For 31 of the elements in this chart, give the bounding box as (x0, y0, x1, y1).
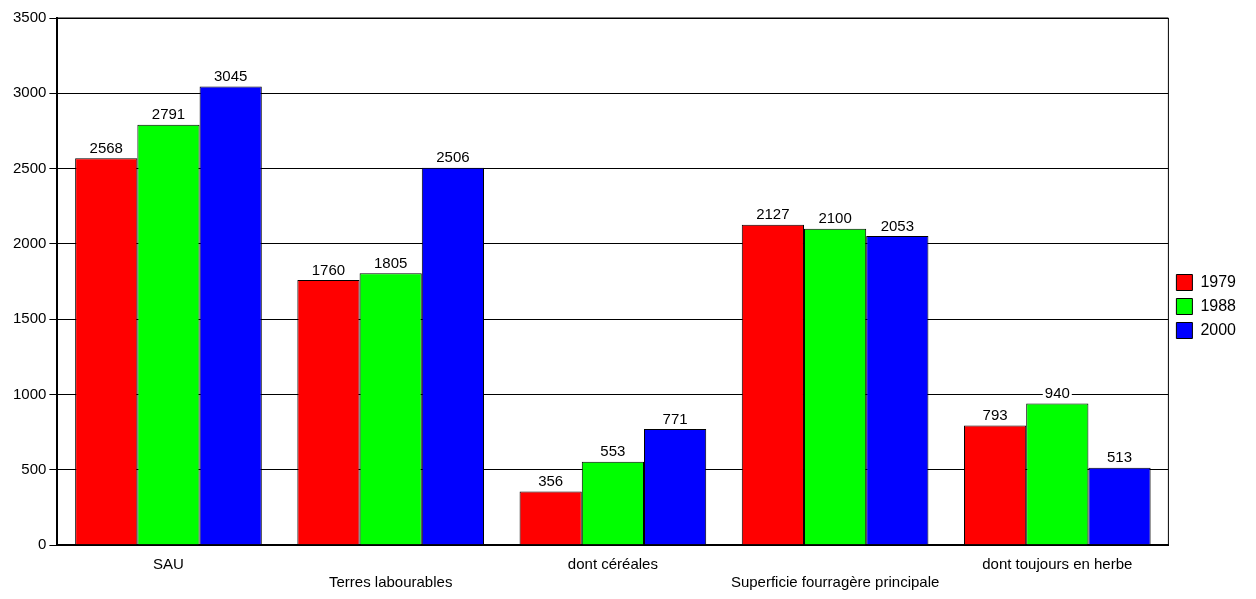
y-tick-label: 2000 (12, 234, 47, 251)
y-tick-label: 3000 (12, 83, 47, 101)
data-label: 1805 (373, 253, 408, 271)
y-tick-label: 3500 (12, 8, 47, 26)
data-label: 513 (1107, 448, 1133, 466)
data-label: 1760 (311, 260, 346, 278)
data-label: 2506 (436, 148, 470, 166)
data-label: 3045 (214, 67, 248, 85)
data-label: 2053 (880, 216, 914, 234)
data-label: 793 (982, 406, 1008, 424)
data-label: 553 (600, 442, 626, 460)
x-tick-label: SAU (153, 555, 184, 573)
y-tick-label: 1500 (12, 309, 47, 327)
data-label: 771 (662, 409, 688, 427)
y-tick-label: 1000 (12, 384, 47, 402)
x-tick-label: Terres labourables (328, 573, 453, 591)
y-tick-label: 500 (21, 459, 47, 477)
data-label: 2100 (818, 209, 852, 227)
y-tick-label: 2500 (12, 158, 47, 176)
data-label: 2791 (151, 105, 186, 123)
x-tick-label: dont céréales (567, 555, 658, 573)
data-label: 356 (538, 472, 564, 490)
legend-label: 1988 (1200, 296, 1237, 314)
legend-label: 2000 (1200, 320, 1237, 338)
data-label: 940 (1044, 384, 1070, 402)
x-tick-label: Superficie fourragère principale (730, 573, 940, 591)
x-tick-label: dont toujours en herbe (982, 555, 1133, 573)
y-tick-label: 0 (38, 535, 47, 553)
legend-label: 1979 (1200, 272, 1237, 290)
data-label: 2127 (756, 205, 790, 223)
data-label: 2568 (89, 138, 123, 156)
